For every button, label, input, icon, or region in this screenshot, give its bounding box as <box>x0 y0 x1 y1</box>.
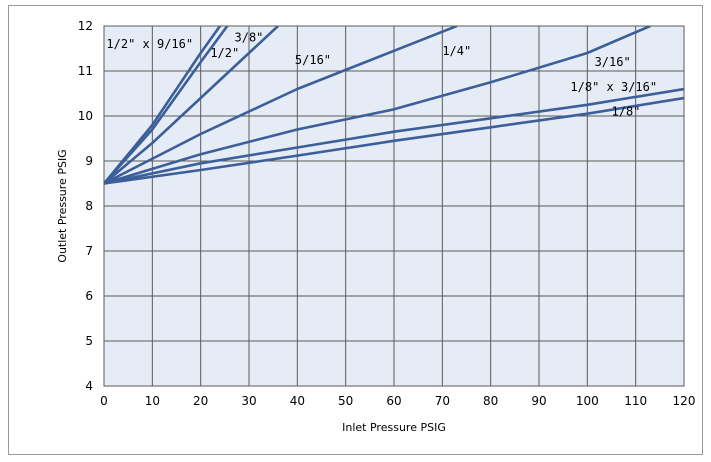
x-tick-label: 20 <box>193 394 208 408</box>
y-tick-label: 12 <box>78 19 93 33</box>
series-label: 5/16" <box>295 53 331 67</box>
x-tick-label: 110 <box>624 394 647 408</box>
series-line <box>104 96 684 185</box>
series-line <box>104 87 684 185</box>
series-label: 1/2" x 9/16" <box>106 37 193 51</box>
chart-svg: 0 10 20 30 40 50 60 70 80 90 100 110 120 4 5 6 7 8 9 10 11 1… <box>56 19 695 434</box>
x-tick-label: 90 <box>531 394 546 408</box>
series-label: 3/8" <box>235 30 264 44</box>
x-tick-label: 10 <box>145 394 160 408</box>
y-tick-label: 6 <box>85 289 93 303</box>
series-label: 1/2" <box>210 46 239 60</box>
y-tick-label: 11 <box>78 64 93 78</box>
x-tick-label: 30 <box>241 394 256 408</box>
series-line <box>104 26 279 185</box>
series-line <box>104 26 229 185</box>
y-axis-title: Outlet Pressure PSIG <box>56 149 69 262</box>
series-line <box>104 26 458 185</box>
y-tick-label: 10 <box>78 109 93 123</box>
y-tick-label: 8 <box>85 199 93 213</box>
y-tick-label: 5 <box>85 334 93 348</box>
series-label: 3/16" <box>595 55 631 69</box>
series-labels: 1/2" x 9/16" 3/8" 1/2" 5/16" 1/4" 3/16" 1/8" x… <box>106 30 657 118</box>
x-tick-label: 60 <box>386 394 401 408</box>
x-tick-label: 120 <box>673 394 696 408</box>
y-tick-label: 7 <box>85 244 93 258</box>
y-tick-labels: 4 5 6 7 8 9 10 11 12 <box>78 19 93 393</box>
series-line <box>104 26 651 185</box>
series-label: 1/4" <box>442 44 471 58</box>
y-tick-label: 9 <box>85 154 93 168</box>
x-tick-label: 0 <box>100 394 108 408</box>
x-tick-label: 40 <box>290 394 305 408</box>
series-lines <box>104 26 684 185</box>
x-tick-label: 100 <box>576 394 599 408</box>
series-line <box>104 26 222 185</box>
x-axis-title: Inlet Pressure PSIG <box>342 421 446 434</box>
x-tick-labels: 0 10 20 30 40 50 60 70 80 90 100 110 120 <box>100 394 695 408</box>
plot-border <box>103 25 685 387</box>
series-label: 1/8" x 3/16" <box>570 80 657 94</box>
x-tick-label: 70 <box>435 394 450 408</box>
x-tick-label: 50 <box>338 394 353 408</box>
y-tick-label: 4 <box>85 379 93 393</box>
series-label: 1/8" <box>612 105 641 119</box>
x-tick-label: 80 <box>483 394 498 408</box>
chart-frame: 0 10 20 30 40 50 60 70 80 90 100 110 120 4 5 6 7 8 9 10 11 1… <box>8 5 703 455</box>
